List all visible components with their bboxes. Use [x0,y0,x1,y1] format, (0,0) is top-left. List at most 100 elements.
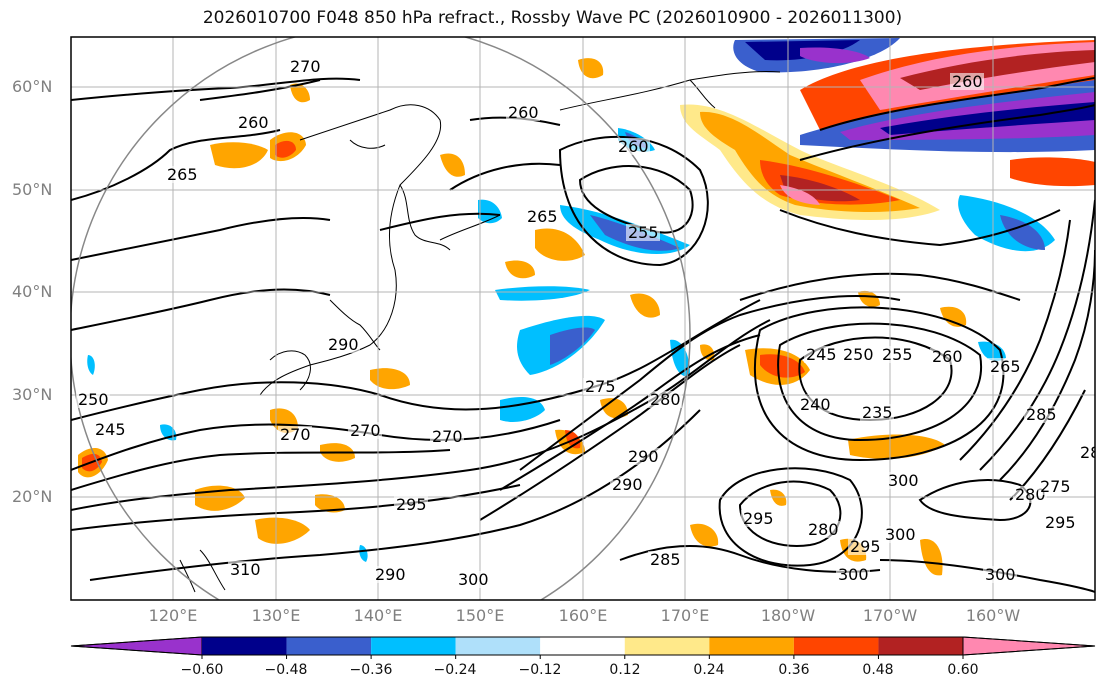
contour-label-bg [610,476,644,493]
contour-label: 275 [1040,477,1071,496]
colorbar-segment [540,637,625,655]
contour-label: 280 [808,520,839,539]
contour-label: 260 [238,113,269,132]
contour-label: 270 [290,57,321,76]
contour-label-bg [988,358,1022,375]
contour-label-bg [326,336,360,353]
lon-label-170w: 170°W [862,606,918,625]
contour-label-bg [93,421,127,438]
contour-label: 295 [396,495,427,514]
contour-label: 270 [432,427,463,446]
contour-label-bg [165,166,199,183]
colorbar-tick-label: 0.12 [609,662,641,678]
map-title: 2026010700 F048 850 hPa refract., Rossby… [202,8,903,28]
contour-label-bg [348,422,382,439]
lat-label-40: 40°N [12,282,53,301]
contour-label-bg [288,58,322,75]
contour-label: 290 [612,475,643,494]
contour-label-bg [583,378,617,395]
colorbar-tick-label: 0.48 [862,662,894,678]
lon-label-150e: 150°E [455,606,505,625]
contour-label-bg [836,566,870,583]
contour-label: 300 [885,525,916,544]
colorbar-tick-label: −0.48 [264,662,308,678]
lon-label-170e: 170°E [660,606,710,625]
contour-label-bg [880,346,914,363]
contour-label-bg [616,138,650,155]
contour-label: 285 [1026,405,1057,424]
contour-label: 265 [527,207,558,226]
contour-label: 300 [838,565,869,584]
contour-label: 255 [628,223,659,242]
lat-label-20: 20°N [12,487,53,506]
contour-label: 300 [985,565,1016,584]
contour-label: 260 [952,72,983,91]
colorbar-tick-label: 0.60 [947,662,979,678]
contour-label-bg [741,510,775,527]
contour-label-bg [798,396,832,413]
contour-label: 290 [328,335,359,354]
contour-label: 295 [1045,513,1076,532]
contour-label-bg [76,391,110,408]
contour-label-bg [1078,444,1095,461]
contour-label: 260 [932,347,963,366]
contour-label-bg [228,561,262,578]
contour-label: 310 [230,560,261,579]
contour-label-bg [278,426,312,443]
gridlines [71,37,1095,600]
contour-label: 235 [862,403,893,422]
colorbar-tick-label: −0.36 [349,662,393,678]
contour-label-bg [648,551,682,568]
lat-label-60: 60°N [12,77,53,96]
contour-label-bg [506,104,540,121]
lon-label-140e: 140°E [353,606,403,625]
contour-label: 280 [1015,485,1046,504]
contour-label-bg [626,224,660,241]
lon-label-180w: 180°W [760,606,816,625]
colorbar-segment [455,637,541,655]
contour-label: 285 [650,550,681,569]
contour-label-bg [950,73,984,90]
contour-label-bg [525,208,559,225]
contour-label-bg [236,114,270,131]
colorbar [70,636,1096,659]
lon-label-160w: 160°W [965,606,1021,625]
colorbar-tick-label: 0.24 [693,662,725,678]
contour-label: 275 [585,377,616,396]
coastline-layer [179,71,781,593]
colorbar-segment [371,637,456,655]
contour-label: 290 [375,565,406,584]
contour-label-bg [456,571,490,588]
contour-label-bg [848,538,882,555]
contour-label-bg [1043,514,1077,531]
contour-label: 295 [743,509,774,528]
colorbar-segment [286,637,372,655]
contour-label-bg [860,404,894,421]
colorbar-left-arrow [70,636,203,656]
lat-label-50: 50°N [12,180,53,199]
colorbar-segment [202,637,287,655]
contour-label: 260 [618,137,649,156]
contour-label-bg [841,346,875,363]
contour-label: 245 [806,345,837,364]
contour-label: 280 [1080,443,1105,462]
lon-label-130e: 130°E [251,606,301,625]
contour-label-bg [1038,478,1072,495]
contour-label-bg [806,521,840,538]
colorbar-tick-label: −0.60 [180,662,224,678]
contour-label: 270 [280,425,311,444]
contour-label: 280 [650,390,681,409]
colorbar-right-arrow [962,636,1096,656]
contour-label: 300 [458,570,489,589]
contour-label-bg [1024,406,1058,423]
contour-label-bg [626,448,660,465]
contour-label-bg [883,526,917,543]
contour-label: 245 [95,420,126,439]
contour-label-bg [648,391,682,408]
lon-label-120e: 120°E [148,606,198,625]
contour-label-bg [983,566,1017,583]
domain-circle [71,37,691,600]
colorbar-tick-label: −0.12 [518,662,562,678]
contour-label-bg [430,428,464,445]
